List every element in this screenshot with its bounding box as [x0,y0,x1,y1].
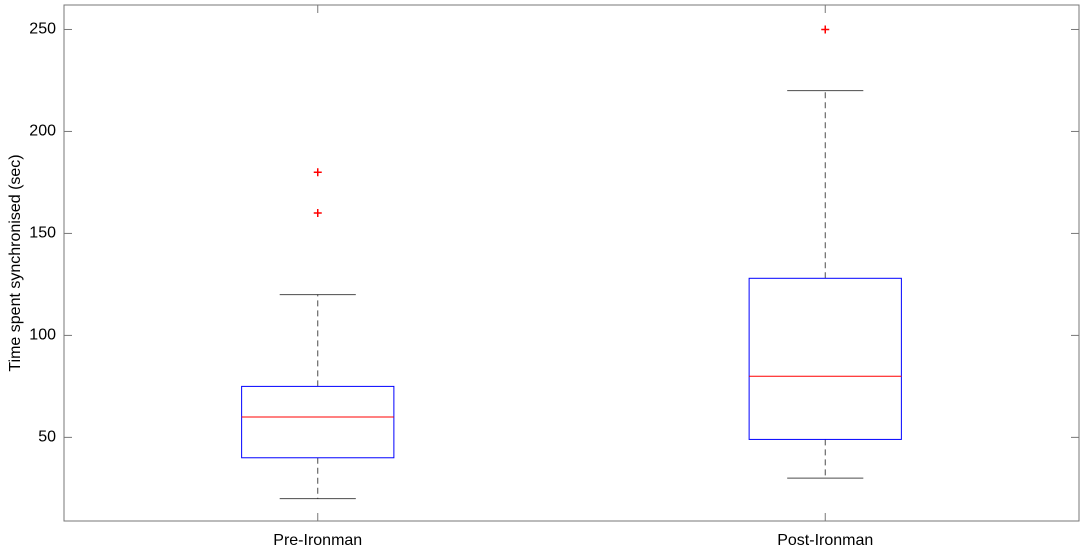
x-tick-label: Post-Ironman [777,532,873,549]
y-tick-label: 100 [29,327,56,344]
x-tick-label: Pre-Ironman [273,532,362,549]
y-tick-label: 50 [38,429,56,446]
y-tick-label: 200 [29,123,56,140]
box [241,385,395,459]
y-axis-label: Time spent synchronised (sec) [7,154,24,371]
box [748,277,902,440]
outlier [313,209,322,218]
outlier [821,25,830,34]
y-tick-label: 150 [29,225,56,242]
outlier [313,168,322,177]
plot-frame [63,4,1080,522]
y-tick-label: 250 [29,21,56,38]
